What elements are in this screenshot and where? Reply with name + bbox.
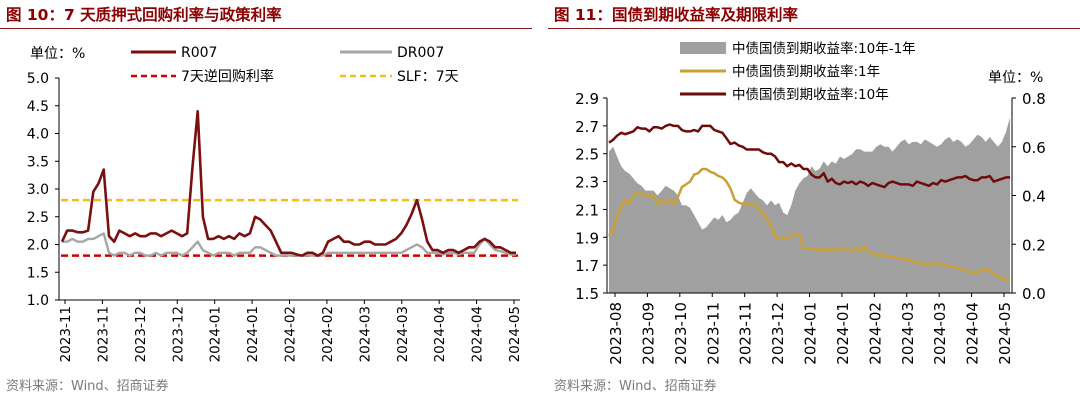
legend-label-spread: 中债国债到期收益率:10年-1年 (732, 40, 916, 57)
x-tick-label: 2023-08 (607, 302, 625, 365)
reference-lines (61, 198, 518, 257)
repo-rate-chart: 单位：% R007 DR007 7天逆回购利率 SLF：7天 1.01.52. (27, 45, 523, 362)
series-line-dr007 (62, 232, 516, 257)
x-tick-label: 2024-02 (320, 306, 336, 362)
y-tick-label: 4.0 (27, 127, 49, 143)
figure-title: 图 10：7 天质押式回购利率与政策利率 (6, 6, 282, 24)
figure-10-panel: 图 10：7 天质押式回购利率与政策利率 单位：% R007 DR007 7天逆… (0, 0, 532, 401)
legend-item-slf: SLF：7天 (340, 69, 459, 85)
x-tick-label: 2023-12 (170, 306, 186, 362)
source-note: 资料来源：Wind、招商证券 (554, 379, 717, 394)
series-line-10y (608, 123, 1010, 189)
x-tick-label: 2023-11 (95, 306, 111, 362)
y-tick-label: 2.0 (27, 238, 49, 254)
legend-item-10y: 中债国债到期收益率:10年 (680, 86, 889, 103)
x-tick-label: 2024-05 (507, 306, 523, 362)
x-tick-labels: 2023-11 2023-11 2023-12 2023-12 2024-01 2024-… (58, 300, 523, 362)
chart-legend: 中债国债到期收益率:10年-1年 中债国债到期收益率:1年 中债国债到期收益率:… (680, 40, 916, 103)
legend-label-slf: SLF：7天 (397, 69, 459, 85)
y-tick-label: 3.5 (27, 154, 49, 170)
yield-lines-layer (607, 123, 1010, 281)
series-line-1y (607, 167, 1010, 281)
x-tick-label: 2023-12 (133, 306, 149, 362)
x-tick-label: 2024-03 (395, 306, 411, 362)
legend-item-spread: 中债国债到期收益率:10年-1年 (680, 40, 916, 57)
title-divider (0, 28, 532, 29)
x-tick-label: 2024-04 (432, 306, 448, 362)
unit-label: 单位：% (30, 46, 85, 62)
x-tick-label: 2024-01 (208, 306, 224, 362)
y-tick-label: 2.9 (575, 90, 599, 108)
series-area-spread (609, 117, 1010, 293)
x-tick-label: 2024-05 (996, 302, 1014, 365)
legend-item-dr007: DR007 (340, 45, 444, 61)
x-tick-label: 2024-01 (834, 302, 852, 365)
x-tick-label: 2023-11 (737, 302, 755, 365)
legend-label-dr007: DR007 (397, 45, 444, 61)
legend-label-r007: R007 (181, 45, 217, 61)
y-tick-label: 2.5 (575, 146, 599, 164)
legend-label-reverse-repo: 7天逆回购利率 (181, 68, 274, 85)
source-note: 资料来源：Wind、招商证券 (6, 379, 169, 394)
y-tick-label: 4.5 (27, 99, 49, 115)
x-tick-label: 2023-12 (769, 302, 787, 365)
y-tick-label: 1.5 (575, 285, 599, 303)
legend-item-1y: 中债国债到期收益率:1年 (680, 63, 880, 80)
y-tick-label: 3.0 (27, 182, 49, 198)
unit-label: 单位：% (988, 70, 1043, 86)
legend-item-r007: R007 (131, 45, 217, 61)
y-tick-label: 2.5 (27, 210, 49, 226)
chart-legend: R007 DR007 7天逆回购利率 SLF：7天 (131, 45, 459, 85)
legend-label-10y: 中债国债到期收益率:10年 (732, 86, 889, 103)
x-tick-labels: 2023-08 2023-09 2023-10 2023-11 2023-11 2023-… (607, 293, 1014, 365)
right-y-tick-labels: 0.0 0.2 0.4 0.6 0.8 (1012, 90, 1046, 303)
x-tick-label: 2024-03 (357, 306, 373, 362)
spread-area-layer (609, 117, 1010, 293)
x-tick-label: 2023-11 (704, 302, 722, 365)
y-tick-label: 1.7 (575, 257, 599, 275)
x-tick-label: 2023-10 (672, 302, 690, 365)
x-tick-label: 2024-03 (899, 302, 917, 365)
series-line-r007 (60, 110, 516, 257)
x-tick-label: 2024-01 (802, 302, 820, 365)
left-y-tick-labels: 1.5 1.7 1.9 2.1 2.3 2.5 2.7 2.9 (575, 90, 607, 303)
legend-label-1y: 中债国债到期收益率:1年 (732, 63, 880, 80)
y-tick-labels: 1.0 1.5 2.0 2.5 3.0 3.5 4.0 4.5 5.0 (27, 71, 59, 309)
y-tick-label: 2.3 (575, 174, 599, 192)
legend-item-reverse-repo: 7天逆回购利率 (131, 68, 274, 85)
x-tick-label: 2023-11 (58, 306, 74, 362)
y-tick-label: 2.7 (575, 118, 599, 136)
series-lines (60, 110, 516, 257)
right-y-tick-label: 0.2 (1022, 236, 1046, 254)
x-tick-label: 2024-03 (931, 302, 949, 365)
right-y-tick-label: 0.8 (1022, 90, 1046, 108)
treasury-yield-chart: 1.5 1.7 1.9 2.1 2.3 2.5 2.7 2.9 0.0 0.2 0.4 0.6 0.8… (575, 40, 1046, 365)
x-tick-label: 2024-02 (283, 306, 299, 362)
figure-title: 图 11：国债到期收益率及期限利率 (554, 6, 798, 24)
y-tick-label: 2.1 (575, 201, 599, 219)
title-divider (548, 28, 1080, 29)
x-tick-label: 2024-01 (245, 306, 261, 362)
y-tick-label: 1.0 (27, 293, 49, 309)
x-tick-label: 2024-02 (866, 302, 884, 365)
y-tick-label: 5.0 (27, 71, 49, 87)
figure-11-panel: 图 11：国债到期收益率及期限利率 1.5 1.7 1.9 2.1 2.3 2.5 2.7 2… (548, 0, 1080, 401)
x-tick-label: 2024-04 (964, 302, 982, 365)
right-y-tick-label: 0.4 (1022, 188, 1046, 206)
x-tick-label: 2023-09 (639, 302, 657, 365)
y-tick-label: 1.5 (27, 265, 49, 281)
y-tick-label: 1.9 (575, 229, 599, 247)
right-y-tick-label: 0.0 (1022, 285, 1046, 303)
x-tick-label: 2024-04 (470, 306, 486, 362)
right-y-tick-label: 0.6 (1022, 139, 1046, 157)
